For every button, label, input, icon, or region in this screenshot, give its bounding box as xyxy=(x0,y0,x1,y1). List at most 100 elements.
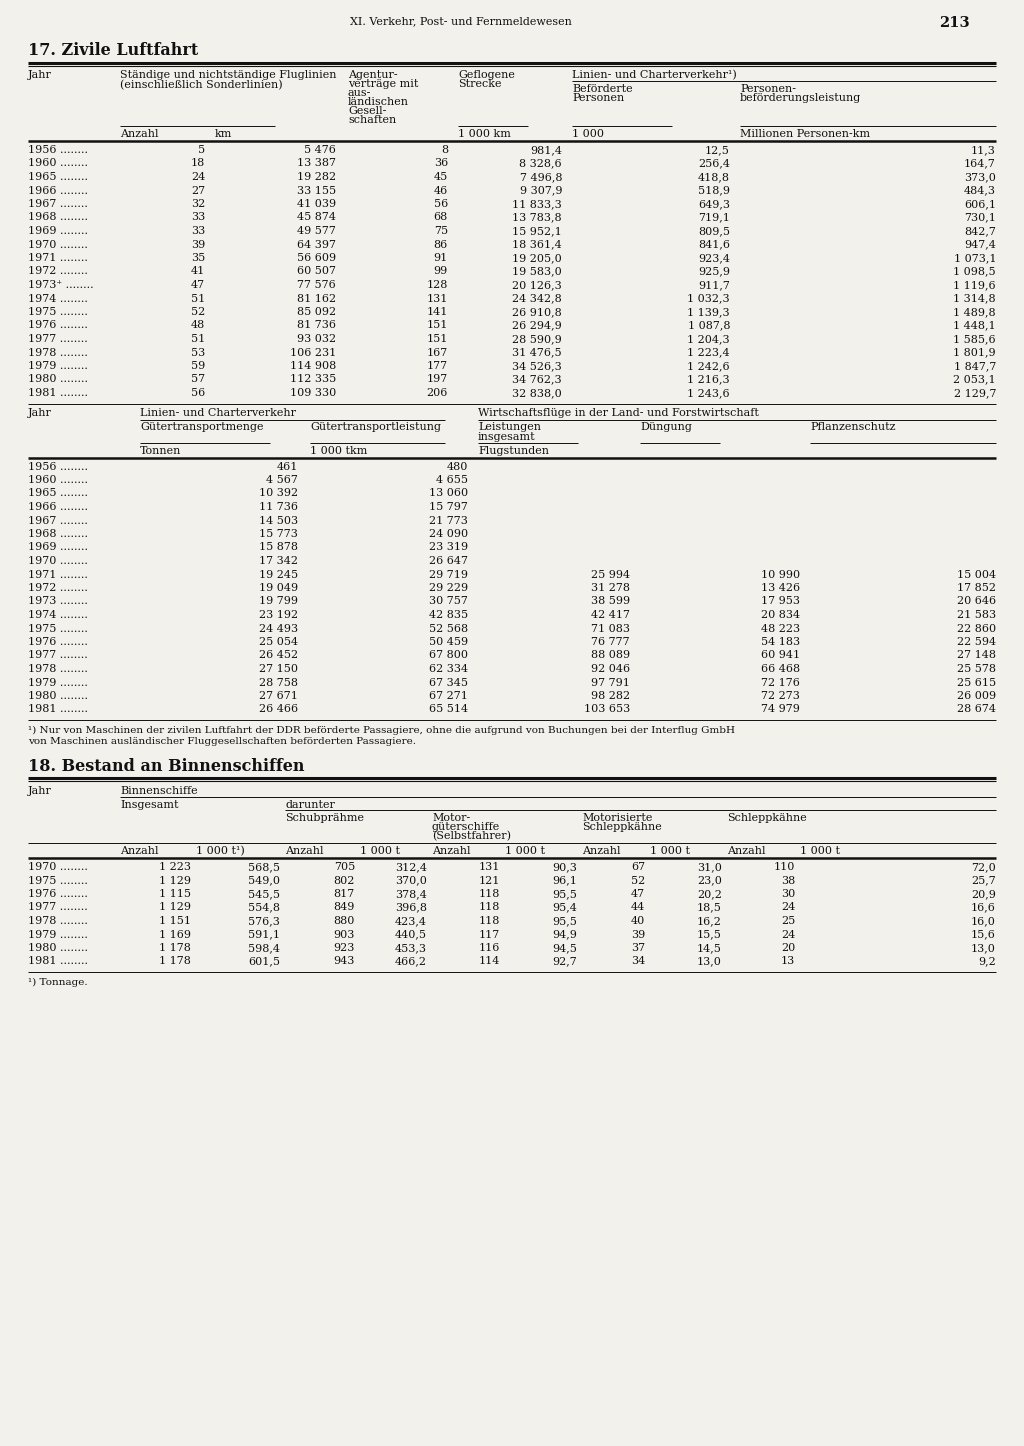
Text: 33: 33 xyxy=(190,226,205,236)
Text: 16,0: 16,0 xyxy=(971,915,996,925)
Text: 29 719: 29 719 xyxy=(429,570,468,580)
Text: 117: 117 xyxy=(479,930,500,940)
Text: Jahr: Jahr xyxy=(28,787,52,795)
Text: 719,1: 719,1 xyxy=(698,213,730,223)
Text: 554,8: 554,8 xyxy=(248,902,280,912)
Text: 17 342: 17 342 xyxy=(259,557,298,565)
Text: 91: 91 xyxy=(434,253,449,263)
Text: 440,5: 440,5 xyxy=(395,930,427,940)
Text: Millionen Personen-km: Millionen Personen-km xyxy=(740,129,870,139)
Text: 20 834: 20 834 xyxy=(761,610,800,620)
Text: Linien- und Charterverkehr: Linien- und Charterverkehr xyxy=(140,409,296,418)
Text: 16,6: 16,6 xyxy=(971,902,996,912)
Text: 52: 52 xyxy=(190,307,205,317)
Text: 23 192: 23 192 xyxy=(259,610,298,620)
Text: 4 655: 4 655 xyxy=(436,474,468,484)
Text: 86: 86 xyxy=(434,240,449,250)
Text: 32: 32 xyxy=(190,200,205,210)
Text: 880: 880 xyxy=(334,915,355,925)
Text: 110: 110 xyxy=(773,862,795,872)
Text: 4 567: 4 567 xyxy=(266,474,298,484)
Text: 206: 206 xyxy=(427,388,449,398)
Text: 1967 ........: 1967 ........ xyxy=(28,516,88,525)
Text: 1973⁺ ........: 1973⁺ ........ xyxy=(28,281,93,291)
Text: 923,4: 923,4 xyxy=(698,253,730,263)
Text: insgesamt: insgesamt xyxy=(478,431,536,441)
Text: 549,0: 549,0 xyxy=(248,875,280,885)
Text: 1 129: 1 129 xyxy=(159,875,191,885)
Text: 1975 ........: 1975 ........ xyxy=(28,307,88,317)
Text: 40: 40 xyxy=(631,915,645,925)
Text: 705: 705 xyxy=(334,862,355,872)
Text: 30 757: 30 757 xyxy=(429,597,468,606)
Text: 13 387: 13 387 xyxy=(297,159,336,169)
Text: 18: 18 xyxy=(190,159,205,169)
Text: 1977 ........: 1977 ........ xyxy=(28,651,88,661)
Text: 1965 ........: 1965 ........ xyxy=(28,489,88,499)
Text: 8: 8 xyxy=(441,145,449,155)
Text: 50 459: 50 459 xyxy=(429,638,468,646)
Text: 39: 39 xyxy=(190,240,205,250)
Text: Anzahl: Anzahl xyxy=(727,846,766,856)
Text: 1 129: 1 129 xyxy=(159,902,191,912)
Text: 31,0: 31,0 xyxy=(697,862,722,872)
Text: 730,1: 730,1 xyxy=(965,213,996,223)
Text: 1974 ........: 1974 ........ xyxy=(28,294,88,304)
Text: ¹) Tonnage.: ¹) Tonnage. xyxy=(28,977,88,988)
Text: 116: 116 xyxy=(478,943,500,953)
Text: 81 162: 81 162 xyxy=(297,294,336,304)
Text: 93 032: 93 032 xyxy=(297,334,336,344)
Text: 21 773: 21 773 xyxy=(429,516,468,525)
Text: 141: 141 xyxy=(427,307,449,317)
Text: 24 342,8: 24 342,8 xyxy=(512,294,562,304)
Text: 1977 ........: 1977 ........ xyxy=(28,902,88,912)
Text: 60 941: 60 941 xyxy=(761,651,800,661)
Text: 518,9: 518,9 xyxy=(698,185,730,195)
Text: 52 568: 52 568 xyxy=(429,623,468,633)
Text: 1 098,5: 1 098,5 xyxy=(953,266,996,276)
Text: (einschließlich Sonderlinien): (einschließlich Sonderlinien) xyxy=(120,80,283,90)
Text: Binnenschiffe: Binnenschiffe xyxy=(120,787,198,795)
Text: 88 089: 88 089 xyxy=(591,651,630,661)
Text: Strecke: Strecke xyxy=(458,80,502,90)
Text: 41 039: 41 039 xyxy=(297,200,336,210)
Text: 99: 99 xyxy=(434,266,449,276)
Text: 38 599: 38 599 xyxy=(591,597,630,606)
Text: Flugstunden: Flugstunden xyxy=(478,445,549,455)
Text: 52: 52 xyxy=(631,875,645,885)
Text: 45: 45 xyxy=(434,172,449,182)
Text: 15 004: 15 004 xyxy=(956,570,996,580)
Text: 74 979: 74 979 xyxy=(761,704,800,714)
Text: 15,5: 15,5 xyxy=(697,930,722,940)
Text: 1 801,9: 1 801,9 xyxy=(953,347,996,357)
Text: Wirtschaftsflüge in der Land- und Forstwirtschaft: Wirtschaftsflüge in der Land- und Forstw… xyxy=(478,409,759,418)
Text: 25 994: 25 994 xyxy=(591,570,630,580)
Text: 33 155: 33 155 xyxy=(297,185,336,195)
Text: 423,4: 423,4 xyxy=(395,915,427,925)
Text: 1975 ........: 1975 ........ xyxy=(28,623,88,633)
Text: 23 319: 23 319 xyxy=(429,542,468,552)
Text: 56: 56 xyxy=(190,388,205,398)
Text: 1970 ........: 1970 ........ xyxy=(28,862,88,872)
Text: 35: 35 xyxy=(190,253,205,263)
Text: 12,5: 12,5 xyxy=(706,145,730,155)
Text: 37: 37 xyxy=(631,943,645,953)
Text: 71 083: 71 083 xyxy=(591,623,630,633)
Text: 131: 131 xyxy=(478,862,500,872)
Text: 19 282: 19 282 xyxy=(297,172,336,182)
Text: 53: 53 xyxy=(190,347,205,357)
Text: 34 526,3: 34 526,3 xyxy=(512,362,562,372)
Text: 1981 ........: 1981 ........ xyxy=(28,704,88,714)
Text: 95,5: 95,5 xyxy=(552,915,577,925)
Text: 24 090: 24 090 xyxy=(429,529,468,539)
Text: 22 860: 22 860 xyxy=(956,623,996,633)
Text: 1968 ........: 1968 ........ xyxy=(28,529,88,539)
Text: 1960 ........: 1960 ........ xyxy=(28,474,88,484)
Text: 802: 802 xyxy=(334,875,355,885)
Text: 13 783,8: 13 783,8 xyxy=(512,213,562,223)
Text: 167: 167 xyxy=(427,347,449,357)
Text: 1969 ........: 1969 ........ xyxy=(28,226,88,236)
Text: 17 852: 17 852 xyxy=(957,583,996,593)
Text: 13 060: 13 060 xyxy=(429,489,468,499)
Text: 1966 ........: 1966 ........ xyxy=(28,502,88,512)
